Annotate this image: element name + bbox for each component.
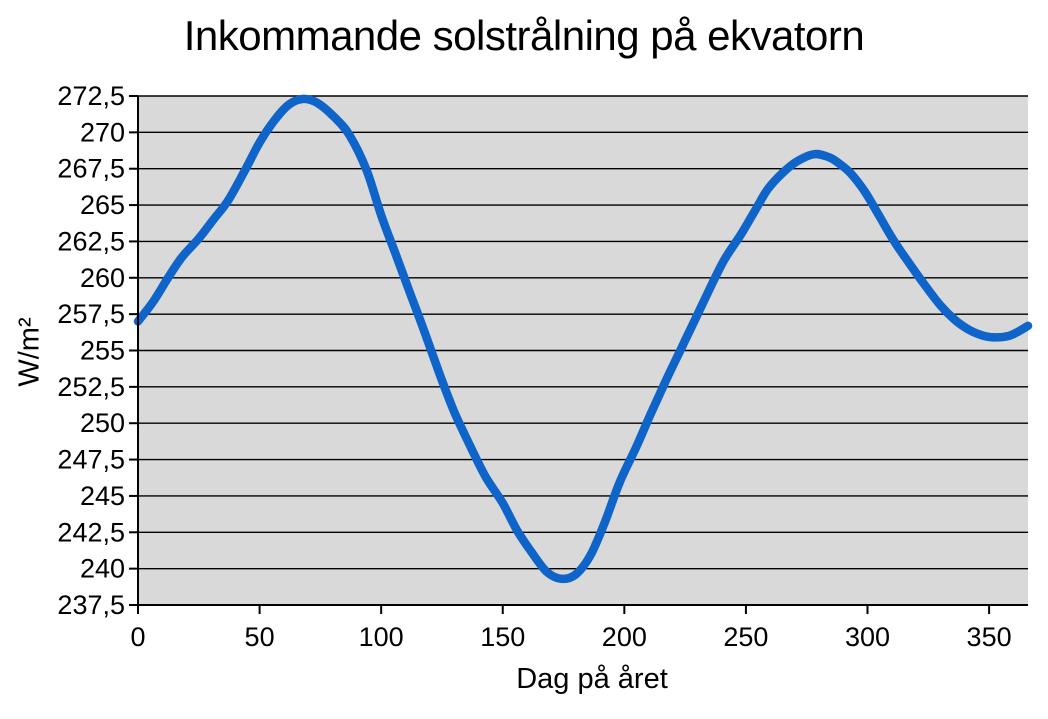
y-tick-label: 247,5 xyxy=(57,445,125,475)
y-tick-label: 250 xyxy=(80,408,125,438)
x-tick-label: 300 xyxy=(845,622,890,652)
y-tick-label: 240 xyxy=(80,554,125,584)
radiation-line xyxy=(133,94,1033,584)
y-tick-label: 262,5 xyxy=(57,226,125,256)
y-tick-label: 257,5 xyxy=(57,299,125,329)
x-tick-label: 100 xyxy=(359,622,404,652)
y-tick-label: 237,5 xyxy=(57,590,125,620)
y-tick-label: 252,5 xyxy=(57,372,125,402)
x-tick-label: 250 xyxy=(723,622,768,652)
y-tick-label: 255 xyxy=(80,336,125,366)
chart-title: Inkommande solstrålning på ekvatorn xyxy=(183,12,865,59)
x-tick-label: 50 xyxy=(245,622,275,652)
y-tick-label: 267,5 xyxy=(57,154,125,184)
y-tick-label: 270 xyxy=(80,117,125,147)
x-tick-label: 350 xyxy=(967,622,1012,652)
x-tick-label: 0 xyxy=(130,622,145,652)
y-tick-label: 265 xyxy=(80,190,125,220)
y-tick-label: 272,5 xyxy=(57,81,125,111)
y-tick-label: 260 xyxy=(80,263,125,293)
x-axis-title: Dag på året xyxy=(516,663,668,695)
x-tick-label: 150 xyxy=(480,622,525,652)
x-tick-label: 200 xyxy=(602,622,647,652)
y-tick-label: 245 xyxy=(80,481,125,511)
y-tick-label: 242,5 xyxy=(57,517,125,547)
